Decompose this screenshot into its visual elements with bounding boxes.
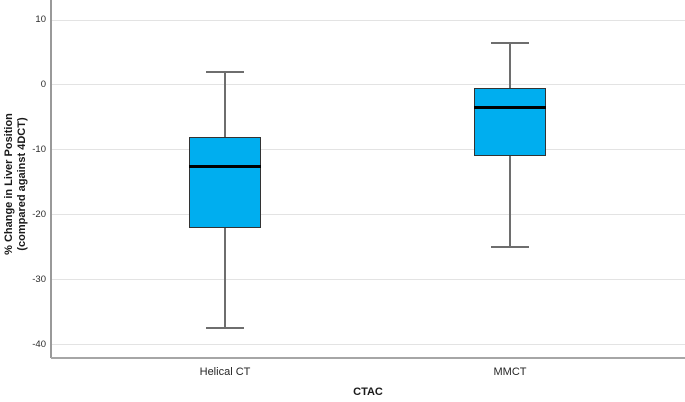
upper-whisker-line [509,42,511,89]
y-tick-label: -20 [32,208,46,220]
x-axis-title: CTAC [353,386,383,398]
x-category-label: MMCT [493,366,527,378]
x-category-label: Helical CT [199,366,251,378]
upper-whisker-cap [206,70,244,73]
box-helical-ct [189,136,261,228]
y-tick-label: 0 [40,78,46,90]
lower-whisker-line [509,156,511,248]
y-gridline [51,19,685,21]
median-line [189,164,261,168]
lower-whisker-line [224,227,226,329]
lower-whisker-cap [491,246,529,249]
lower-whisker-cap [206,327,244,330]
median-line [474,106,546,110]
y-gridline [51,214,685,216]
y-tick-label: 10 [35,14,46,25]
upper-whisker-line [224,71,226,137]
y-axis-line [50,0,52,358]
upper-whisker-cap [491,41,529,44]
y-tick-label: -40 [32,338,46,350]
box-mmct [474,88,546,157]
y-gridline [51,84,685,86]
y-tick-label: -10 [32,143,46,155]
y-gridline [51,344,685,345]
x-axis-line [51,357,685,359]
y-gridline [51,149,685,151]
y-tick-label: -30 [32,273,46,285]
y-gridline [51,279,685,281]
